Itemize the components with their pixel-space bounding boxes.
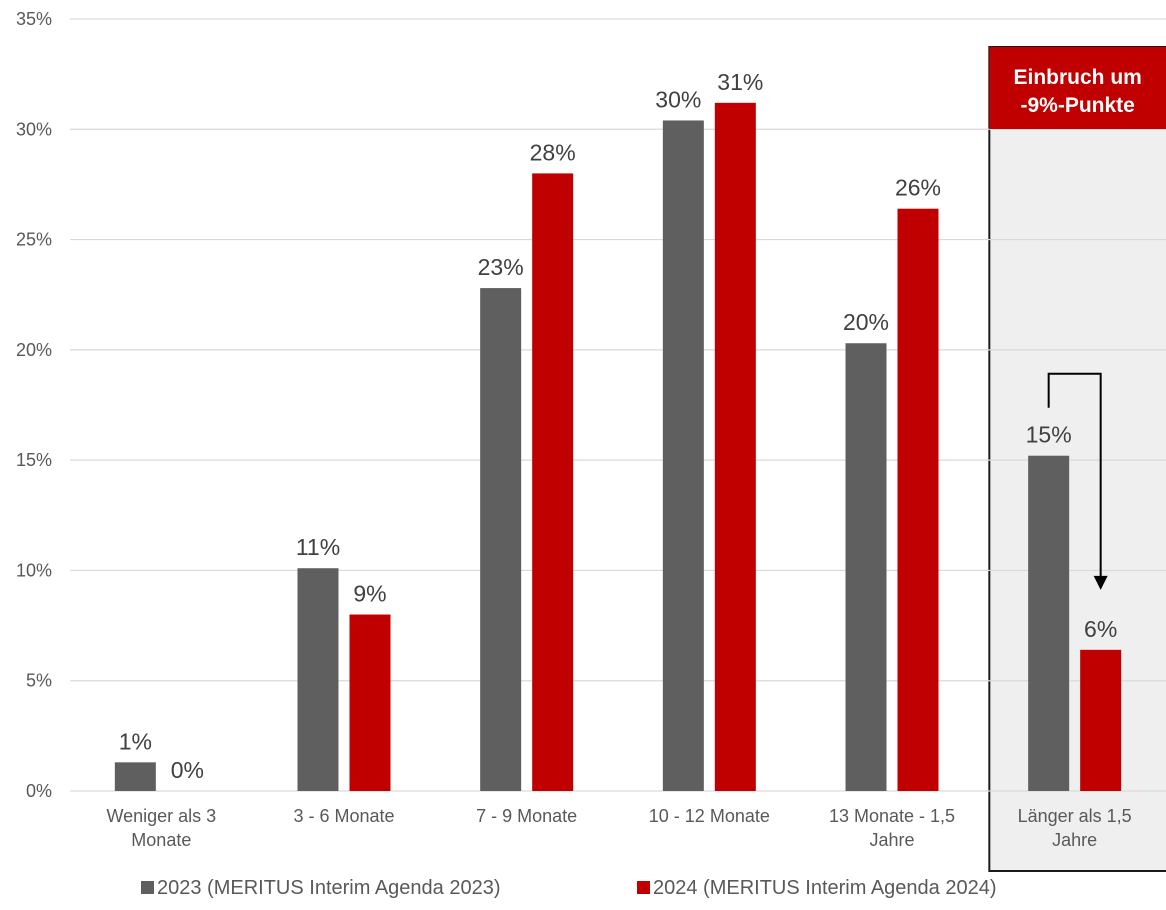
legend-swatch-2023 <box>141 881 154 894</box>
arrow-line <box>1047 372 1102 578</box>
drop-arrow <box>1047 372 1108 590</box>
legend-swatch-2024 <box>637 881 650 894</box>
callout-line-2: -9%-Punkte <box>1020 94 1134 117</box>
callout-background <box>989 47 1166 129</box>
bar-2023 <box>845 343 887 791</box>
category-label: 3 - 6 Monate <box>293 806 394 826</box>
y-tick-label: 30% <box>16 119 52 139</box>
data-label-2024: 6% <box>1084 616 1117 642</box>
data-label-2023: 23% <box>478 254 524 280</box>
bar-2024 <box>532 173 574 791</box>
bar-2024 <box>714 102 756 792</box>
y-tick-label: 0% <box>26 781 52 801</box>
bar-2023 <box>1028 455 1070 791</box>
data-label-2024: 9% <box>353 581 386 607</box>
data-label-2024: 28% <box>530 139 576 165</box>
category-label: 10 - 12 Monate <box>649 806 770 826</box>
data-label-2023: 20% <box>843 309 889 335</box>
legend-label-2024: 2024 (MERITUS Interim Agenda 2024) <box>653 877 997 899</box>
bar-2023 <box>480 288 522 791</box>
bar-2023 <box>297 568 339 791</box>
data-label-2023: 30% <box>655 86 701 112</box>
bar-2024 <box>897 208 939 792</box>
data-label-2024: 31% <box>717 69 763 95</box>
callout-line-1: Einbruch um <box>1013 66 1141 89</box>
highlight-region <box>988 46 1166 872</box>
y-tick-label: 10% <box>16 560 52 580</box>
category-label: 7 - 9 Monate <box>476 806 577 826</box>
category-label: Weniger als 3 <box>106 806 216 826</box>
x-axis-categories: Weniger als 3 Monate 3 - 6 Monate 7 - 9 Mon… <box>106 806 1131 850</box>
bar-2024 <box>349 614 391 791</box>
category-label: Jahre <box>1052 830 1097 850</box>
legend: 2023 (MERITUS Interim Agenda 2023) 2024 … <box>141 877 997 899</box>
y-tick-label: 15% <box>16 450 52 470</box>
data-labels: 1% 0% 11% 9% 23% 28% 30% 31% 20% 26% 15% 6% <box>119 69 1118 783</box>
category-label: Jahre <box>869 830 914 850</box>
y-tick-label: 5% <box>26 671 52 691</box>
y-tick-label: 25% <box>16 230 52 250</box>
highlight-box <box>988 46 1166 872</box>
data-label-2023: 1% <box>119 728 152 754</box>
bars <box>114 102 1122 792</box>
bar-2023 <box>662 120 704 791</box>
category-label: Monate <box>131 830 191 850</box>
y-axis-ticks: 0% 5% 10% 15% 20% 25% 30% 35% <box>16 9 52 801</box>
category-label: 13 Monate - 1,5 <box>829 806 955 826</box>
arrow-head <box>1093 575 1108 590</box>
y-tick-label: 20% <box>16 340 52 360</box>
legend-label-2023: 2023 (MERITUS Interim Agenda 2023) <box>157 877 501 899</box>
data-label-2024: 26% <box>895 175 941 201</box>
bar-2023 <box>114 762 156 791</box>
callout-box: Einbruch um -9%-Punkte <box>989 47 1166 129</box>
bar-2024 <box>1080 649 1122 791</box>
data-label-2023: 15% <box>1026 422 1072 448</box>
y-tick-label: 35% <box>16 9 52 29</box>
gridlines <box>70 18 1166 792</box>
data-label-2023: 11% <box>296 534 340 560</box>
category-label: Länger als 1,5 <box>1018 806 1132 826</box>
data-label-2024: 0% <box>171 757 204 783</box>
